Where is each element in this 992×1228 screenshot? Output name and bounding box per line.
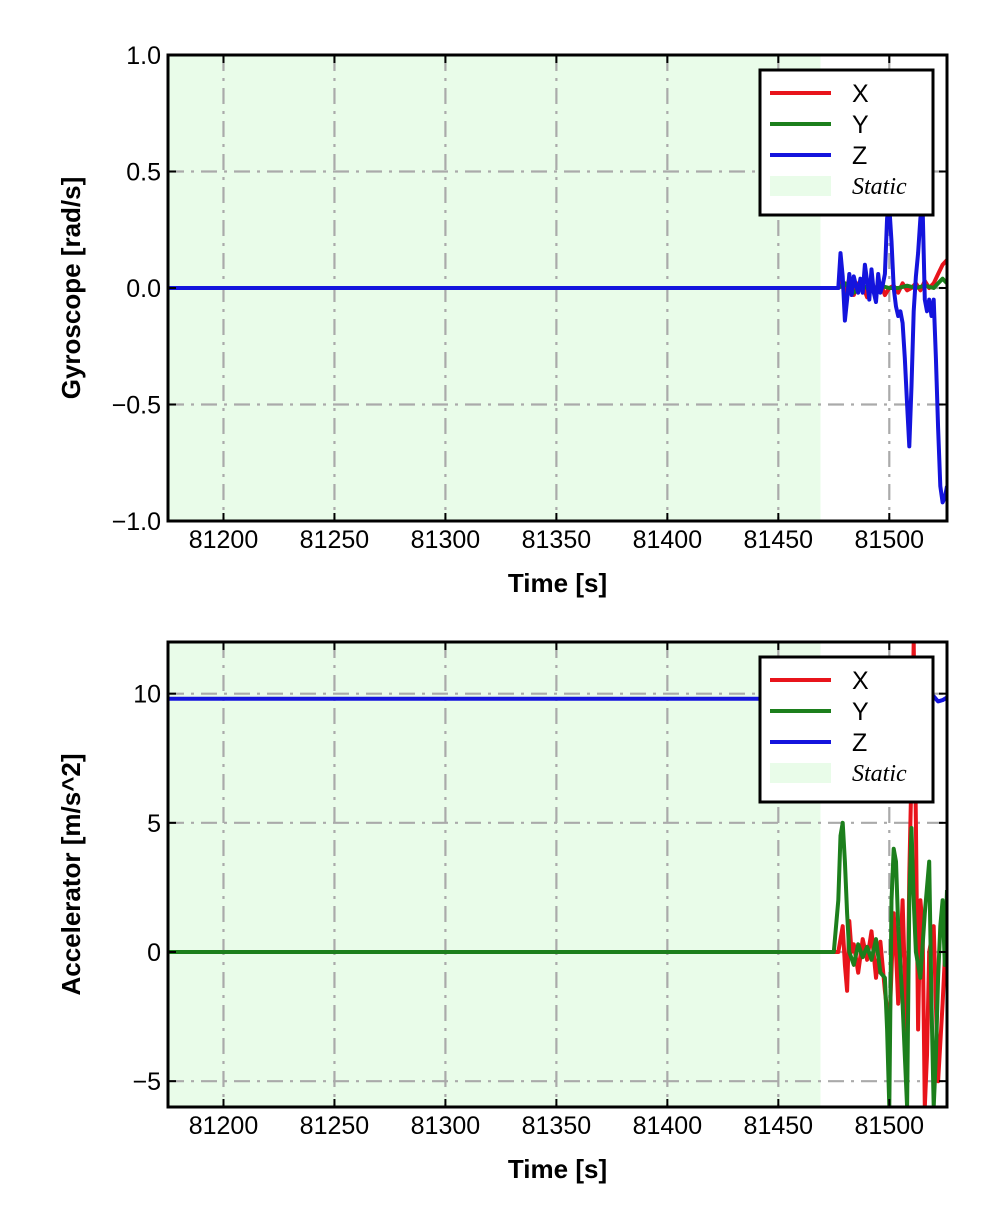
chart-2-series-x-line (168, 642, 947, 1107)
chart-2-legend-label-y: Y (852, 698, 869, 726)
chart-2-y-tick-label: 10 (133, 681, 161, 709)
chart-1-x-axis-label: Time [s] (508, 568, 607, 598)
chart-1-series-group (168, 204, 947, 505)
chart-1-y-tick-label: −1.0 (112, 508, 161, 536)
chart-2-x-tick-label: 81450 (744, 1112, 814, 1140)
chart-1-x-tick-label: 81300 (411, 526, 481, 554)
chart-1-y-tick-label: 0.5 (126, 159, 161, 187)
chart-1-legend: XYZ Static (758, 68, 935, 217)
chart-2-legend-label-x: X (852, 667, 869, 695)
chart-1-legend-label-x: X (852, 80, 869, 108)
chart-1-legend-label-static: Static (852, 174, 907, 200)
chart-1-y-tick-label: 0.0 (126, 275, 161, 303)
chart-2-series-y-line (168, 820, 947, 1107)
chart-2-y-tick-label: −5 (132, 1068, 161, 1096)
chart-1-legend-label-y: Y (852, 111, 869, 139)
chart-1-series-z-line (168, 204, 947, 505)
chart-1-x-tick-label: 81350 (522, 526, 592, 554)
chart-2-y-tick-label: 0 (147, 939, 161, 967)
chart-1-plot: 81200 81250 81300 81350 81400 81450 81500 −1.0 −… (56, 42, 949, 598)
chart-2-legend-label-z: Z (852, 729, 867, 757)
chart-2-x-tick-label: 81300 (411, 1112, 481, 1140)
chart-2-legend-swatch-static (770, 763, 831, 783)
chart-1-x-tick-label: 81400 (633, 526, 703, 554)
chart-2-x-tick-label: 81350 (522, 1112, 592, 1140)
chart-1-y-axis-label: Gyroscope [rad/s] (56, 177, 86, 400)
chart-2-axes-frame (166, 640, 949, 1109)
chart-1-x-tick-label: 81500 (855, 526, 925, 554)
chart-1-legend-swatch-static (770, 176, 831, 196)
chart-2-legend: XYZ Static (758, 655, 935, 804)
chart-2-x-tick-label: 81400 (633, 1112, 703, 1140)
chart-1-x-tick-label: 81250 (300, 526, 370, 554)
chart-1-x-tick-label: 81200 (189, 526, 259, 554)
chart-1-y-tick-label: 1.0 (126, 42, 161, 70)
chart-2-x-tick-label: 81250 (300, 1112, 370, 1140)
chart-2-x-tick-label: 81200 (189, 1112, 259, 1140)
chart-2-y-axis-label: Accelerator [m/s^2] (56, 753, 86, 995)
chart-1-y-tick-label: −0.5 (112, 392, 161, 420)
chart-2-x-axis-label: Time [s] (508, 1154, 607, 1184)
chart-2-static-region (168, 642, 821, 1107)
chart-2-x-tick-label: 81500 (855, 1112, 925, 1140)
chart-2-plot: 81200 81250 81300 81350 81400 81450 81500 −5 0 5 1… (56, 640, 949, 1184)
chart-2-legend-label-static: Static (852, 761, 907, 787)
chart-2-y-tick-label: 5 (147, 810, 161, 838)
chart-1-legend-label-z: Z (852, 142, 867, 170)
chart-1-x-tick-label: 81450 (744, 526, 814, 554)
